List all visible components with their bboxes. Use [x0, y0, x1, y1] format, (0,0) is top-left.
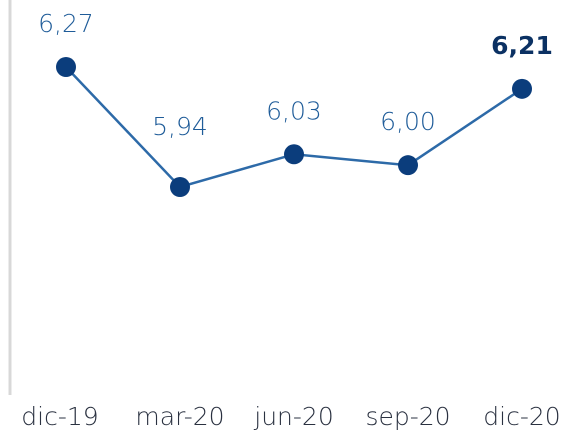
point: [56, 57, 76, 77]
data-label: 6,27: [38, 9, 94, 38]
x-tick-label: dic-20: [483, 402, 560, 431]
data-label: 6,00: [380, 107, 436, 136]
x-tick-label: mar-20: [135, 402, 224, 431]
data-label: 5,94: [152, 112, 208, 141]
point: [398, 155, 418, 176]
x-tick-label: jun-20: [253, 402, 333, 431]
data-label: 6,21: [491, 31, 553, 60]
point: [170, 177, 190, 197]
data-label: 6,03: [266, 96, 322, 125]
point: [512, 78, 532, 99]
x-tick-label: sep-20: [365, 402, 450, 431]
point: [284, 144, 304, 165]
x-tick-label: dic-19: [21, 402, 98, 431]
line: [65, 66, 523, 189]
